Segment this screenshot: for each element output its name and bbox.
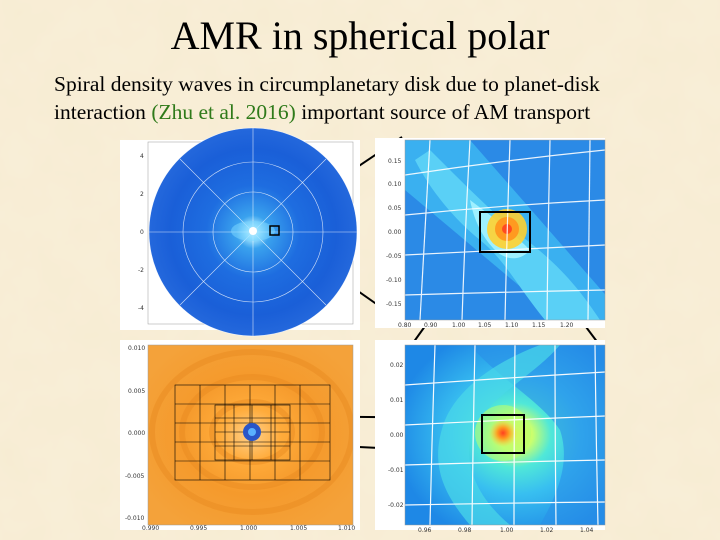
br-xtick-4: 1.04: [580, 527, 594, 534]
bl-xtick-0: 0.990: [142, 525, 159, 532]
slide-subtitle: Spiral density waves in circumplanetary …: [54, 70, 694, 126]
br-ytick-1: 0.01: [390, 397, 404, 404]
tr-xtick-5: 1.15: [532, 322, 546, 329]
tr-xtick-6: 1.20: [560, 322, 574, 329]
tr-ytick-2: 0.05: [388, 205, 402, 212]
br-ytick-0: 0.02: [390, 362, 404, 369]
tr-ytick-0: 0.15: [388, 158, 402, 165]
citation-link: (Zhu et al. 2016): [151, 100, 296, 124]
bl-xtick-1: 0.995: [190, 525, 207, 532]
slide-title: AMR in spherical polar: [170, 13, 550, 58]
tl-ytick-1: 2: [140, 191, 144, 198]
br-ytick-3: -0.01: [388, 467, 404, 474]
tr-xtick-1: 0.90: [424, 322, 438, 329]
tl-ytick-2: 0: [140, 229, 144, 236]
tr-ytick-5: -0.10: [386, 277, 402, 284]
br-xtick-0: 0.96: [418, 527, 432, 534]
br-xtick-2: 1.00: [500, 527, 514, 534]
bl-xtick-4: 1.010: [338, 525, 355, 532]
bl-xtick-2: 1.000: [240, 525, 257, 532]
tr-ytick-3: 0.00: [388, 229, 402, 236]
br-xtick-3: 1.02: [540, 527, 554, 534]
tr-xtick-2: 1.00: [452, 322, 466, 329]
panel-zoom-level-3: 0.010 0.005 0.000 -0.005 -0.010 0.990 0.…: [120, 340, 360, 532]
bl-xtick-3: 1.005: [290, 525, 307, 532]
panel-zoom-level-2: 0.02 0.01 0.00 -0.01 -0.02 0.96 0.98 1.0…: [375, 340, 606, 534]
bl-ytick-3: -0.005: [125, 473, 145, 480]
br-ytick-2: 0.00: [390, 432, 404, 439]
tr-ytick-1: 0.10: [388, 181, 402, 188]
tr-xtick-0: 0.80: [398, 322, 412, 329]
tl-ytick-3: -2: [138, 267, 144, 274]
tl-ytick-4: -4: [138, 305, 144, 312]
br-ytick-4: -0.02: [388, 502, 404, 509]
subtitle-text-before: Spiral density waves in circumplanetary …: [54, 72, 600, 124]
bl-ytick-2: 0.000: [128, 430, 145, 437]
br-xtick-1: 0.98: [458, 527, 472, 534]
tr-xtick-3: 1.05: [478, 322, 492, 329]
tr-ytick-4: -0.05: [386, 253, 402, 260]
tr-ytick-6: -0.15: [386, 301, 402, 308]
panel-zoom-level-1: 0.15 0.10 0.05 0.00 -0.05 -0.10 -0.15 0.…: [375, 138, 606, 329]
tl-ytick-0: 4: [140, 153, 144, 160]
bl-ytick-1: 0.005: [128, 388, 145, 395]
tr-xtick-4: 1.10: [505, 322, 519, 329]
panel-global-disk: 4 2 0 -2 -4: [120, 127, 360, 337]
bl-ytick-0: 0.010: [128, 345, 145, 352]
bl-ytick-4: -0.010: [125, 515, 145, 522]
subtitle-text-after: important source of AM transport: [295, 100, 591, 124]
